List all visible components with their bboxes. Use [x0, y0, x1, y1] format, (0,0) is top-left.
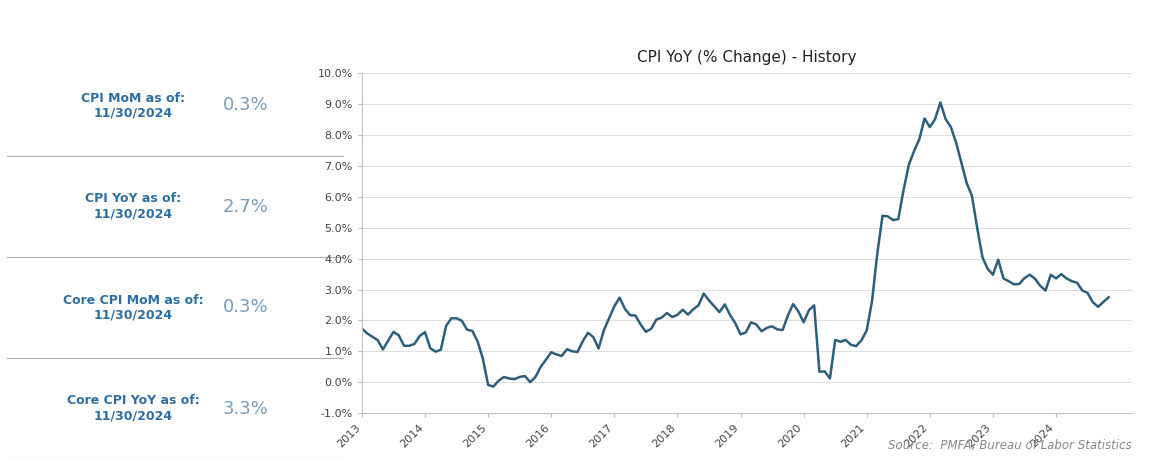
- Text: 0.3%: 0.3%: [223, 96, 268, 114]
- Text: Core CPI YoY as of:
11/30/2024: Core CPI YoY as of: 11/30/2024: [67, 394, 200, 422]
- Text: CPI YoY as of:
11/30/2024: CPI YoY as of: 11/30/2024: [85, 192, 182, 220]
- Text: 0.3%: 0.3%: [223, 298, 268, 317]
- Text: 2.7%: 2.7%: [223, 197, 268, 215]
- Title: CPI YoY (% Change) - History: CPI YoY (% Change) - History: [637, 50, 857, 65]
- Text: Source:  PMFA, Bureau of Labor Statistics: Source: PMFA, Bureau of Labor Statistics: [888, 439, 1132, 452]
- Text: 3.3%: 3.3%: [223, 399, 268, 418]
- Text: CPI MoM as of:
11/30/2024: CPI MoM as of: 11/30/2024: [82, 91, 185, 119]
- Text: CONSUMER PRICE INDEX: CONSUMER PRICE INDEX: [372, 13, 777, 41]
- Text: Core CPI MoM as of:
11/30/2024: Core CPI MoM as of: 11/30/2024: [63, 293, 203, 321]
